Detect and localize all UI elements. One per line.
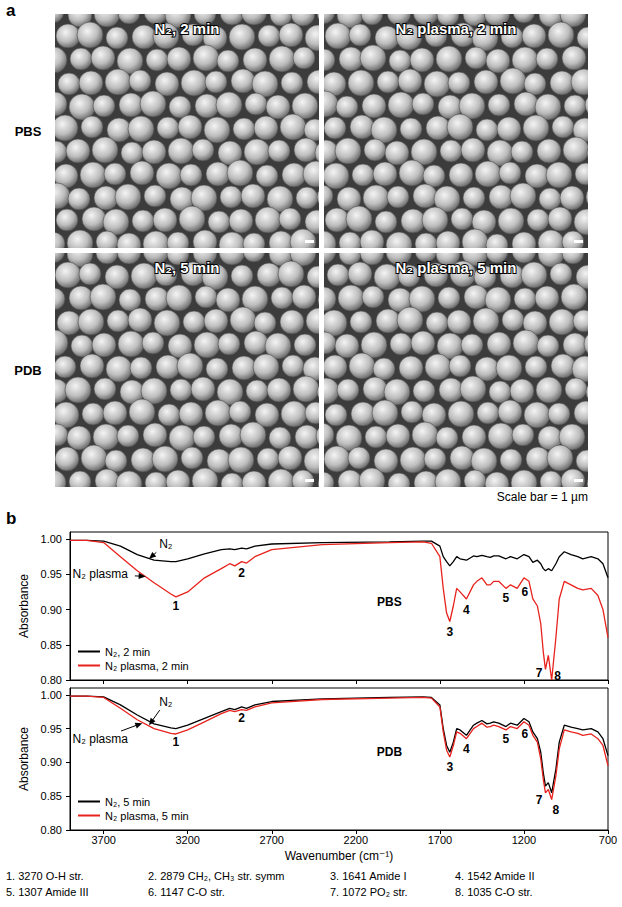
svg-text:N₂: N₂: [159, 537, 173, 551]
svg-text:6: 6: [521, 727, 528, 741]
svg-text:N₂ plasma: N₂ plasma: [73, 567, 129, 581]
svg-text:7. 1072 PO₂ str.: 7. 1072 PO₂ str.: [330, 886, 408, 898]
svg-text:8: 8: [554, 669, 561, 683]
svg-text:1: 1: [173, 735, 180, 749]
svg-text:3700: 3700: [91, 834, 115, 846]
svg-text:1200: 1200: [512, 834, 536, 846]
svg-text:6: 6: [521, 585, 528, 599]
svg-text:0.85: 0.85: [41, 639, 62, 651]
svg-text:a: a: [6, 1, 16, 20]
svg-text:2: 2: [238, 566, 245, 580]
svg-text:0.80: 0.80: [41, 674, 62, 686]
svg-text:PDB: PDB: [377, 745, 403, 759]
svg-text:5: 5: [503, 591, 510, 605]
svg-text:N₂, 5 min: N₂, 5 min: [105, 796, 150, 808]
svg-text:0.80: 0.80: [41, 824, 62, 836]
svg-text:3: 3: [446, 625, 453, 639]
svg-text:PDB: PDB: [14, 363, 41, 378]
svg-text:1: 1: [173, 599, 180, 613]
svg-text:b: b: [6, 509, 16, 528]
svg-text:N₂: N₂: [159, 695, 173, 709]
svg-text:4. 1542 Amide II: 4. 1542 Amide II: [455, 870, 535, 882]
svg-text:7: 7: [536, 793, 543, 807]
svg-text:N₂ plasma, 5 min: N₂ plasma, 5 min: [105, 810, 189, 822]
svg-text:0.95: 0.95: [41, 568, 62, 580]
svg-text:8. 1035 C-O str.: 8. 1035 C-O str.: [455, 886, 533, 898]
svg-text:8: 8: [553, 803, 560, 817]
svg-text:N₂, 2 min: N₂, 2 min: [105, 646, 150, 658]
svg-text:4: 4: [463, 603, 470, 617]
svg-text:3. 1641 Amide I: 3. 1641 Amide I: [330, 870, 406, 882]
svg-text:2700: 2700: [260, 834, 284, 846]
svg-text:7: 7: [536, 666, 543, 680]
svg-text:700: 700: [599, 834, 617, 846]
svg-text:2200: 2200: [344, 834, 368, 846]
svg-text:N₂ plasma, 2 min: N₂ plasma, 2 min: [396, 20, 517, 37]
svg-text:Scale bar = 1 µm: Scale bar = 1 µm: [497, 490, 588, 504]
svg-text:0.90: 0.90: [41, 604, 62, 616]
svg-text:Absorbance: Absorbance: [17, 574, 31, 638]
svg-text:5. 1307 Amide III: 5. 1307 Amide III: [6, 886, 89, 898]
svg-text:N₂ plasma: N₂ plasma: [73, 732, 129, 746]
svg-text:PBS: PBS: [377, 595, 402, 609]
svg-text:6. 1147 C-O str.: 6. 1147 C-O str.: [148, 886, 225, 898]
svg-text:2: 2: [238, 711, 245, 725]
svg-text:0.95: 0.95: [41, 723, 62, 735]
svg-text:N₂, 5 min: N₂, 5 min: [154, 259, 219, 276]
svg-text:N₂ plasma, 2 min: N₂ plasma, 2 min: [105, 660, 189, 672]
svg-text:4: 4: [463, 742, 470, 756]
svg-text:0.90: 0.90: [41, 756, 62, 768]
svg-text:0.85: 0.85: [41, 790, 62, 802]
svg-text:1. 3270 O-H str.: 1. 3270 O-H str.: [6, 870, 84, 882]
svg-text:5: 5: [503, 732, 510, 746]
svg-text:Wavenumber (cm⁻¹): Wavenumber (cm⁻¹): [285, 849, 394, 863]
svg-text:1.00: 1.00: [41, 533, 62, 545]
svg-text:3200: 3200: [175, 834, 199, 846]
svg-text:PBS: PBS: [15, 124, 42, 139]
svg-text:Absorbance: Absorbance: [17, 727, 31, 791]
svg-text:1700: 1700: [428, 834, 452, 846]
svg-text:3: 3: [446, 760, 453, 774]
svg-text:N₂, 2 min: N₂, 2 min: [154, 20, 219, 37]
svg-text:N₂ plasma, 5 min: N₂ plasma, 5 min: [396, 259, 517, 276]
svg-text:1.00: 1.00: [41, 689, 62, 701]
svg-text:2. 2879 CH₂, CH₃ str. symm: 2. 2879 CH₂, CH₃ str. symm: [148, 870, 285, 882]
